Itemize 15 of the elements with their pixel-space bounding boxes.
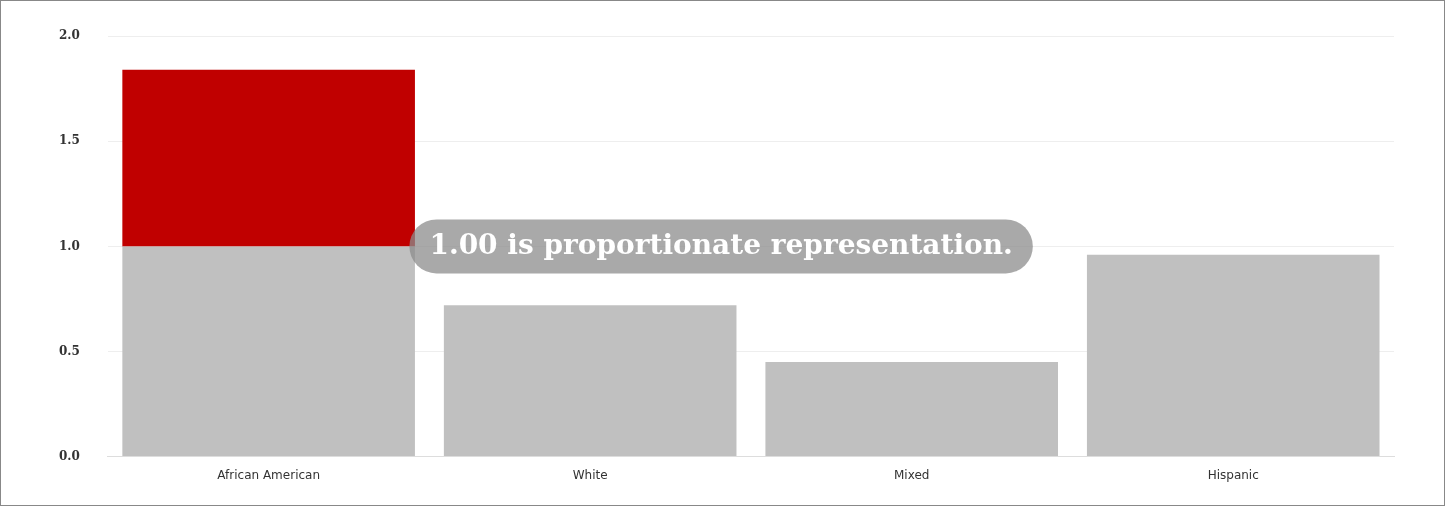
y-tick-label: 2.0 — [58, 28, 80, 43]
annotation: 1.00 is proportionate representation. — [429, 227, 1013, 261]
bar — [122, 246, 415, 457]
x-tick-label: White — [572, 467, 608, 482]
y-tick-label: 1.5 — [58, 133, 80, 148]
x-tick-label: Hispanic — [1207, 467, 1259, 482]
y-tick-label: 0.0 — [58, 448, 80, 463]
x-tick-label: African American — [217, 467, 321, 482]
bar — [122, 69, 415, 247]
bar — [443, 305, 737, 457]
bar — [765, 362, 1058, 457]
bar — [1086, 254, 1380, 457]
x-tick-label: Mixed — [893, 467, 930, 482]
y-tick-label: 1.0 — [58, 238, 80, 253]
y-tick-label: 0.5 — [58, 343, 80, 358]
